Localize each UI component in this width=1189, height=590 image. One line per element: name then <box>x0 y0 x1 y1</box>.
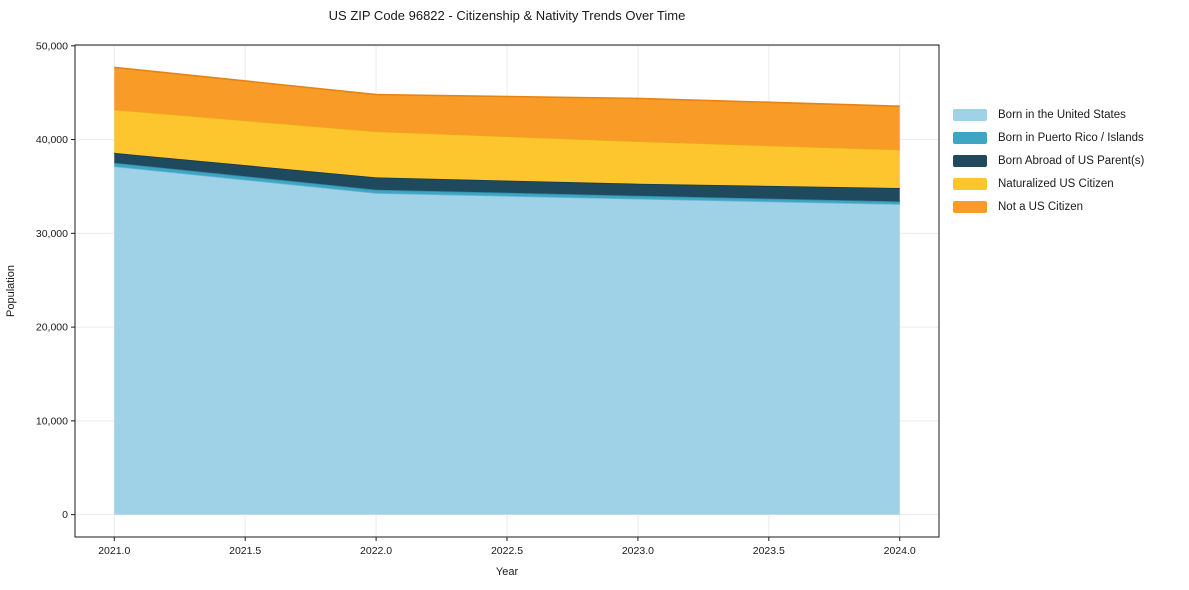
legend-item: Born in the United States <box>953 103 1144 126</box>
svg-text:10,000: 10,000 <box>36 415 68 427</box>
legend-swatch <box>953 154 987 167</box>
svg-text:2023.0: 2023.0 <box>622 545 654 557</box>
svg-text:2022.0: 2022.0 <box>360 545 392 557</box>
legend-label: Born in Puerto Rico / Islands <box>998 131 1144 144</box>
chart-title: US ZIP Code 96822 - Citizenship & Nativi… <box>328 8 686 23</box>
svg-text:40,000: 40,000 <box>36 134 68 146</box>
y-axis-label: Population <box>5 265 17 317</box>
svg-text:0: 0 <box>62 509 68 521</box>
x-tick-labels: 2021.0 2021.5 2022.0 2022.5 2023.0 2023.5 2024… <box>98 537 916 557</box>
legend-label: Born in the United States <box>998 108 1126 121</box>
area-naturalized-us-citizen <box>114 109 900 189</box>
area-edge-not-a-us-citizen <box>114 66 900 107</box>
legend-item: Naturalized US Citizen <box>953 172 1144 195</box>
svg-text:2021.5: 2021.5 <box>229 545 261 557</box>
legend-item: Born Abroad of US Parent(s) <box>953 149 1144 172</box>
svg-text:2022.5: 2022.5 <box>491 545 523 557</box>
svg-text:50,000: 50,000 <box>36 40 68 52</box>
svg-text:2023.5: 2023.5 <box>753 545 785 557</box>
legend: Born in the United States Born in Puerto … <box>953 103 1144 218</box>
area-born-in-the-united-states <box>114 166 900 515</box>
svg-text:30,000: 30,000 <box>36 228 68 240</box>
area-edge-born-in-the-united-states <box>114 165 900 205</box>
legend-label: Born Abroad of US Parent(s) <box>998 154 1145 167</box>
area-born-abroad-of-us-parent-s <box>114 152 900 202</box>
x-axis-label: Year <box>495 566 519 578</box>
legend-label: Not a US Citizen <box>998 200 1084 213</box>
svg-text:2024.0: 2024.0 <box>884 545 916 557</box>
legend-swatch <box>953 131 987 144</box>
svg-text:2021.0: 2021.0 <box>98 545 130 557</box>
legend-item: Not a US Citizen <box>953 195 1144 218</box>
svg-text:20,000: 20,000 <box>36 322 68 334</box>
legend-swatch <box>953 108 987 121</box>
y-tick-labels: 0 10,000 20,000 30,000 40,000 50,000 <box>36 40 75 521</box>
legend-swatch <box>953 177 987 190</box>
legend-item: Born in Puerto Rico / Islands <box>953 126 1144 149</box>
legend-swatch <box>953 200 987 213</box>
legend-label: Naturalized US Citizen <box>998 177 1114 190</box>
